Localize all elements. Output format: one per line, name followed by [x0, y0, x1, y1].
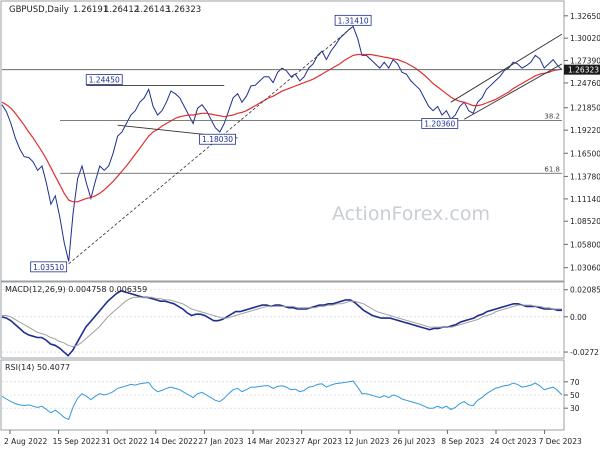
x-tick-label: 14 Dec 2022	[150, 437, 198, 446]
price-tick-label: 1.30020	[570, 34, 600, 43]
price-series-price-line	[1, 25, 563, 262]
price-annotation-label: 1.20360	[424, 119, 455, 128]
header: GBPUSD,Daily 1.26191 1.26412 1.26143 1.2…	[9, 5, 201, 15]
ohlc-low: 1.26143	[135, 5, 170, 15]
price-annotation-label: 1.31410	[338, 16, 369, 25]
x-tick-label: 12 Jun 2023	[344, 437, 389, 446]
ohlc-close: 1.26323	[166, 5, 201, 15]
price-annotation-box	[199, 133, 236, 145]
price-series-sma-line	[1, 53, 563, 203]
x-tick-label: 2 Aug 2022	[4, 437, 47, 446]
x-tick-label: 27 Jan 2023	[198, 437, 243, 446]
x-tick-label: 26 Jul 2023	[393, 437, 436, 446]
price-panel: 38.2 61.8 1.31410 1.24450 1.18030 1.20360 1.03…	[1, 14, 563, 273]
x-tick-label: 8 Sep 2023	[441, 437, 484, 446]
macd-tick-label: 0.00	[570, 313, 587, 322]
price-tick-label: 1.03060	[570, 264, 600, 273]
x-tick-label: 24 Oct 2023	[490, 437, 537, 446]
instrument-label: GBPUSD,Daily	[9, 5, 69, 15]
price-panel-frame	[0, 0, 565, 282]
channel-upper-line	[450, 33, 563, 103]
price-annotation-box	[421, 118, 459, 129]
price-tick-label: 1.27390	[570, 57, 600, 66]
price-tick-label: 1.13780	[570, 172, 600, 181]
price-tick-label: 1.05800	[570, 240, 600, 249]
x-tick-label: 31 Oct 2022	[101, 437, 148, 446]
last-price-marker	[564, 64, 600, 75]
watermark: ActionForex.com	[332, 203, 490, 225]
x-tick-label: 27 Apr 2023	[296, 437, 343, 446]
price-annotation-box	[85, 74, 123, 85]
macd-tick-label: -0.027213	[570, 348, 600, 357]
price-tick-label: 1.32650	[570, 12, 600, 21]
price-annotation-box	[30, 261, 68, 273]
macd-panel	[1, 289, 562, 357]
rsi-tick-label: 50	[570, 391, 580, 400]
ohlc-open: 1.26191	[73, 5, 108, 15]
ohlc-high: 1.26412	[104, 5, 139, 15]
channel-lower-line	[464, 63, 563, 120]
price-tick-label: 1.16500	[570, 149, 600, 158]
price-tick-label: 1.24760	[570, 79, 600, 88]
rsi-tick-label: 30	[570, 404, 580, 413]
fib-level-label: 38.2	[544, 112, 560, 120]
axes: 1.32650 1.30020 1.27390 1.24760 1.21850 1.192…	[4, 12, 600, 446]
x-tick-label: 14 Mar 2023	[247, 437, 295, 446]
fib-level-label: 61.8	[544, 165, 560, 173]
x-tick-label: 7 Dec 2023	[539, 437, 582, 446]
macd-series-macd-line	[1, 290, 562, 357]
price-annotation-label: 1.03510	[33, 263, 64, 272]
price-annotation-label: 1.24450	[89, 76, 120, 85]
dashed-trendline	[68, 26, 354, 265]
rsi-series-rsi-line	[1, 380, 563, 421]
x-tick-label: 15 Sep 2022	[53, 437, 101, 446]
macd-tick-label: 0.020858	[570, 286, 600, 295]
macd-label: MACD(12,26,9) 0.004758 0.006359	[5, 285, 147, 294]
price-annotation-box	[334, 14, 372, 26]
price-tick-label: 1.11140	[570, 195, 600, 204]
price-annotation-label: 1.18030	[202, 135, 233, 144]
macd-series-signal-line	[2, 296, 562, 348]
price-tick-label: 1.08520	[570, 217, 600, 226]
price-tick-label: 1.19220	[570, 126, 600, 135]
rsi-tick-label: 70	[570, 378, 580, 387]
last-price-label: 1.26323	[568, 66, 599, 75]
price-tick-label: 1.21850	[570, 104, 600, 113]
rsi-panel	[1, 380, 563, 421]
rsi-label: RSI(14) 50.4077	[5, 363, 70, 372]
